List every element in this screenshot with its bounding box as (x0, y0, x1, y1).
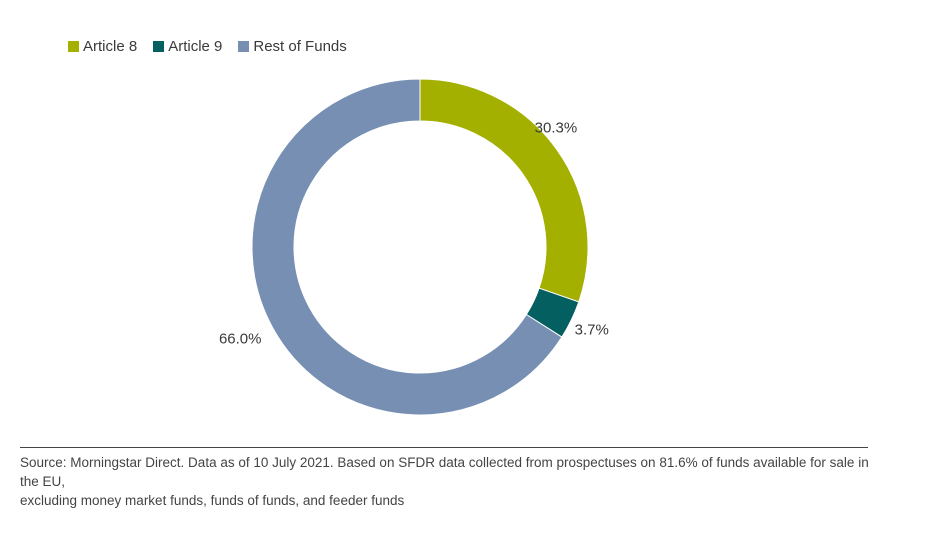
legend-item-article-8: Article 8 (68, 38, 137, 55)
slice-label-article-9: 3.7% (575, 321, 609, 338)
slice-label-article-8: 30.3% (535, 120, 578, 137)
legend-label-rest-of-funds: Rest of Funds (253, 38, 347, 55)
slice-article-8 (419, 78, 589, 303)
legend-item-rest-of-funds: Rest of Funds (238, 38, 347, 55)
donut-slices (251, 78, 589, 416)
donut-labels: 30.3% 3.7% 66.0% (219, 120, 609, 348)
legend-label-article-8: Article 8 (83, 38, 138, 55)
donut-chart: 30.3% 3.7% 66.0% (219, 78, 609, 416)
legend-swatch-rest-of-funds (238, 41, 250, 52)
slice-label-rest-of-funds: 66.0% (219, 331, 262, 348)
slice-rest-of-funds (251, 78, 563, 416)
legend-swatch-article-8 (68, 41, 79, 52)
source-note: Source: Morningstar Direct. Data as of 1… (20, 453, 880, 510)
chart-legend: Article 8 Article 9 Rest of Funds (68, 38, 363, 55)
legend-swatch-article-9 (153, 41, 165, 52)
footer-divider (20, 447, 868, 448)
source-line-1: Source: Morningstar Direct. Data as of 1… (20, 455, 869, 489)
legend-label-article-9: Article 9 (168, 38, 223, 55)
source-line-2: excluding money market funds, funds of f… (20, 493, 405, 508)
legend-item-article-9: Article 9 (153, 38, 222, 55)
